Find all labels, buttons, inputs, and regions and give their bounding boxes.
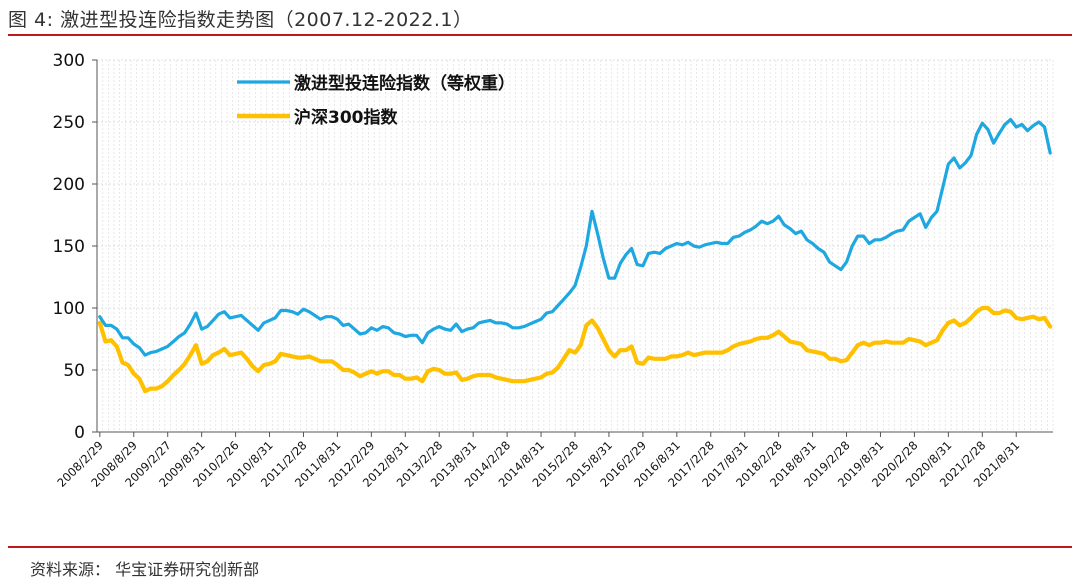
x-axis-ticks: 2008/2/292008/8/292009/2/272009/8/312010… [54,432,1022,490]
line-chart: 0 50 100 150 200 250 300 2008/2/292008/8/29200… [53,51,1054,490]
y-tick-label: 250 [53,113,85,133]
legend-label: 沪深300指数 [294,107,398,128]
y-tick-label: 0 [74,423,85,443]
series-line-csi300 [97,305,1053,394]
y-tick-label: 150 [53,237,85,257]
chart-legend: 激进型投连险指数（等权重） 沪深300指数 [237,73,515,128]
y-tick-label: 300 [53,51,85,71]
legend-label: 激进型投连险指数（等权重） [294,73,515,94]
source-note: 资料来源： 华宝证券研究创新部 [30,560,260,579]
y-axis-ticks: 0 50 100 150 200 250 300 [53,51,97,443]
y-tick-label: 200 [53,175,85,195]
top-rule [8,34,1072,36]
series-line-aggressive-index [98,117,1052,357]
figure-title: 图 4: 激进型投连险指数走势图（2007.12-2022.1） [8,9,473,31]
chart-grid [96,59,1054,432]
y-tick-label: 100 [53,299,85,319]
bottom-rule [8,546,1072,548]
y-tick-label: 50 [63,361,85,381]
series-lines [97,117,1053,394]
